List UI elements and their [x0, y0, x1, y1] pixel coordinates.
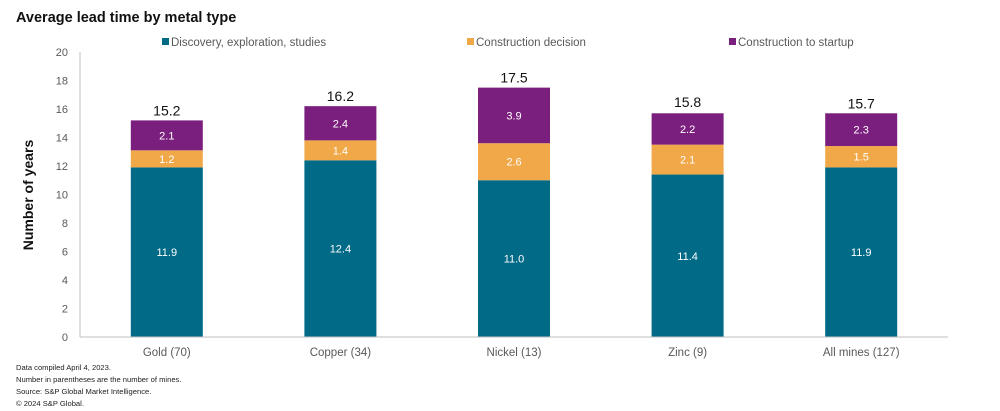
footnotes: Data compiled April 4, 2023. Number in p…: [16, 362, 181, 410]
x-tick-label: Nickel (13): [487, 347, 542, 359]
segment-label: 2.1: [680, 155, 695, 167]
segment-label: 11.9: [851, 247, 872, 259]
segment-label: 2.1: [159, 130, 174, 142]
footnote-copyright: © 2024 S&P Global.: [16, 399, 84, 408]
legend-item: Construction to startup: [729, 37, 854, 49]
bar-segment: [478, 87, 550, 144]
legend-swatch: [729, 38, 736, 45]
segment-label: 12.4: [330, 244, 351, 256]
segment-label: 11.4: [677, 251, 698, 263]
y-tick-label: 10: [56, 190, 68, 202]
y-axis-label: Number of years: [20, 140, 36, 251]
bar-group: 11.9 1.5 2.3 15.7: [825, 95, 898, 337]
bar-group: 12.4 1.4 2.4 16.2: [304, 88, 377, 337]
segment-label: 1.5: [854, 152, 869, 164]
x-tick-label: Copper (34): [310, 347, 372, 359]
total-label: 16.2: [327, 88, 354, 104]
footnote-parentheses: Number in parentheses are the number of …: [16, 375, 182, 384]
bar-group: 11.9 1.2 2.1 15.2: [130, 102, 203, 337]
bar-group: 11.0 2.6 3.9 17.5: [478, 70, 550, 337]
footnote-date: Data compiled April 4, 2023.: [16, 363, 111, 372]
bar-group: 11.4 2.1 2.2 15.8: [651, 94, 724, 337]
y-tick-label: 8: [62, 218, 68, 230]
bar-segment: [651, 174, 724, 337]
segment-label: 1.2: [159, 154, 174, 166]
y-tick-label: 6: [62, 247, 68, 259]
total-label: 15.2: [153, 102, 180, 118]
segment-label: 11.0: [504, 254, 525, 266]
y-tick-label: 18: [56, 76, 68, 88]
segment-label: 3.9: [506, 110, 521, 122]
bar-segment: [478, 143, 550, 181]
segment-label: 1.4: [333, 145, 348, 157]
total-label: 15.7: [848, 95, 875, 111]
bar-segment: [304, 106, 377, 141]
y-tick-label: 20: [56, 47, 68, 59]
x-axis: Gold (70) Copper (34) Nickel (13) Zinc (9) A…: [80, 336, 948, 359]
y-tick-label: 12: [56, 161, 68, 173]
segment-label: 2.4: [333, 118, 348, 130]
legend-item: Construction decision: [467, 37, 586, 49]
segment-label: 11.9: [157, 247, 178, 259]
bar-segment: [304, 140, 377, 161]
x-tick-label: Gold (70): [143, 347, 191, 359]
footnote-source: Source: S&P Global Market Intelligence.: [16, 387, 152, 396]
legend-swatch: [162, 38, 169, 45]
y-axis: 0 2 4 6 8 10 12 14 16 18 20: [56, 47, 81, 344]
bar-segment: [825, 113, 898, 147]
y-tick-label: 0: [62, 332, 68, 344]
bar-segment: [304, 160, 377, 337]
total-label: 15.8: [674, 94, 701, 110]
segment-label: 2.2: [680, 124, 695, 136]
legend-label: Discovery, exploration, studies: [171, 37, 326, 49]
bar-segment: [825, 167, 898, 337]
legend-label: Construction to startup: [738, 37, 854, 49]
segment-label: 2.6: [506, 157, 521, 169]
bar-segment: [130, 150, 203, 168]
bar-segment: [478, 180, 550, 337]
legend-label: Construction decision: [476, 37, 586, 49]
x-tick-label: All mines (127): [823, 347, 900, 359]
x-tick-label: Zinc (9): [668, 347, 707, 359]
legend-swatch: [467, 38, 474, 45]
y-tick-label: 2: [62, 304, 68, 316]
bar-segment: [130, 120, 203, 151]
legend: Discovery, exploration, studies Construct…: [162, 37, 854, 49]
y-tick-label: 16: [56, 104, 68, 116]
chart-title: Average lead time by metal type: [16, 10, 237, 26]
legend-item: Discovery, exploration, studies: [162, 37, 326, 49]
y-tick-label: 14: [56, 133, 68, 145]
total-label: 17.5: [500, 70, 527, 86]
bar-segment: [651, 113, 724, 145]
y-tick-label: 4: [62, 275, 68, 287]
bars: 11.9 1.2 2.1 15.2 12.4 1.4 2.4 16.2 11.0 2.6 3.9 17…: [130, 70, 898, 337]
bar-segment: [825, 146, 898, 168]
segment-label: 2.3: [854, 125, 869, 137]
bar-segment: [651, 144, 724, 175]
bar-segment: [130, 167, 203, 337]
